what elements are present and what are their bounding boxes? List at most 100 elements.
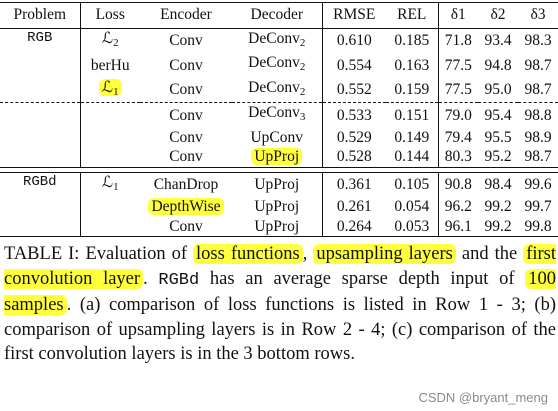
loss-cell	[80, 216, 140, 237]
d2-cell: 95.5	[484, 128, 512, 146]
header-rel: REL	[386, 2, 439, 29]
caption-text: TABLE I: Evaluation of	[4, 244, 194, 264]
d2-cell: 95.0	[484, 81, 512, 98]
problem-cell: RGBd	[0, 171, 81, 197]
problem-cell: RGB	[0, 28, 81, 53]
decoder-cell: DeConv2	[232, 53, 323, 78]
d1-cell: 90.8	[438, 171, 478, 197]
d3-cell: 99.7	[524, 198, 552, 215]
caption-text: .	[143, 268, 159, 289]
encoder-cell: Conv	[140, 102, 232, 128]
caption-text: and the	[455, 244, 524, 264]
decoder-cell: UpProj	[232, 147, 323, 168]
d1-cell: 77.5	[444, 56, 472, 74]
encoder-cell: ChanDrop	[140, 171, 232, 197]
d2-cell: 95.4	[478, 102, 518, 128]
results-table: Problem Loss Encoder Decoder RMSE REL δ1…	[0, 2, 558, 237]
encoder-cell: Conv	[169, 56, 203, 74]
encoder-cell: Conv	[140, 147, 232, 168]
header-encoder: Encoder	[140, 2, 232, 29]
d3-cell: 98.7	[524, 56, 552, 74]
table-row: Conv UpConv 0.529 0.149 79.4 95.5 98.9	[0, 127, 558, 147]
d2-cell: 95.2	[478, 147, 518, 168]
header-delta3: δ3	[518, 2, 558, 29]
header-decoder: Decoder	[232, 2, 323, 29]
table-caption: TABLE I: Evaluation of loss functions, u…	[4, 242, 557, 367]
d1-cell: 96.1	[438, 216, 478, 237]
rmse-cell: 0.552	[336, 81, 372, 98]
decoder-cell: UpProj	[232, 171, 323, 197]
problem-cell	[0, 127, 81, 147]
table-row: Conv UpProj 0.528 0.144 80.3 95.2 98.7	[0, 147, 558, 168]
d2-cell: 99.2	[484, 198, 512, 215]
encoder-cell: Conv	[169, 32, 203, 49]
problem-cell	[0, 197, 81, 217]
decoder-cell: DeConv2	[232, 28, 323, 53]
header-delta2: δ2	[478, 2, 518, 29]
loss-cell	[80, 102, 140, 128]
table-header-row: Problem Loss Encoder Decoder RMSE REL δ1…	[0, 2, 558, 29]
rel-cell: 0.149	[386, 127, 439, 147]
rmse-cell: 0.261	[336, 198, 372, 215]
d3-cell: 99.8	[518, 216, 558, 237]
caption-rgbd: RGBd	[158, 270, 200, 290]
problem-cell	[0, 216, 81, 237]
rmse-cell: 0.264	[322, 216, 386, 237]
header-rmse: RMSE	[322, 2, 386, 29]
decoder-cell: UpProj	[232, 216, 323, 237]
d3-cell: 98.8	[518, 102, 558, 128]
table-row: RGBd ℒ1 ChanDrop UpProj 0.361 0.105 90.8 98.4 99…	[0, 171, 558, 197]
table-row: RGB ℒ2 Conv DeConv2 0.610 0.185 71.8 93.4 98.3	[0, 28, 558, 53]
caption-highlight-loss: loss functions	[193, 244, 303, 264]
d2-cell: 93.4	[484, 32, 512, 49]
rel-cell: 0.185	[386, 28, 439, 53]
loss-cell	[80, 147, 140, 168]
problem-cell	[0, 77, 81, 103]
rel-cell: 0.054	[386, 197, 439, 217]
rmse-cell: 0.361	[322, 171, 386, 197]
rmse-cell: 0.529	[336, 128, 372, 146]
encoder-cell: DepthWise	[140, 197, 232, 217]
d3-cell: 98.9	[524, 128, 552, 146]
loss-cell: ℒ1	[80, 171, 140, 197]
d3-cell: 98.7	[518, 147, 558, 168]
encoder-cell: Conv	[169, 128, 203, 146]
d3-cell: 99.6	[518, 171, 558, 197]
rmse-cell: 0.554	[336, 56, 372, 74]
caption-highlight-upsampling: upsampling layers	[313, 244, 456, 264]
watermark: CSDN @bryant_meng	[418, 390, 548, 405]
rel-cell: 0.163	[386, 53, 439, 78]
caption-text: has an average sparse depth input of	[199, 268, 526, 289]
rel-cell: 0.151	[386, 102, 439, 128]
d1-cell: 79.4	[444, 128, 472, 146]
table-row: DepthWise UpProj 0.261 0.054 96.2 99.2 99.7	[0, 197, 558, 217]
decoder-cell: UpConv	[232, 127, 323, 147]
rmse-cell: 0.533	[322, 102, 386, 128]
header-problem: Problem	[0, 2, 81, 29]
table-row: Conv UpProj 0.264 0.053 96.1 99.2 99.8	[0, 216, 558, 237]
loss-cell	[80, 197, 140, 217]
header-loss: Loss	[80, 2, 140, 29]
header-delta1: δ1	[438, 2, 478, 29]
caption-text: ,	[302, 244, 314, 264]
encoder-cell: Conv	[140, 216, 232, 237]
d1-cell: 77.5	[444, 81, 472, 98]
encoder-cell: Conv	[169, 81, 203, 98]
decoder-cell: DeConv3	[232, 102, 323, 128]
problem-cell	[0, 147, 81, 168]
d1-cell: 79.0	[438, 102, 478, 128]
d3-cell: 98.7	[524, 81, 552, 98]
d1-cell: 80.3	[438, 147, 478, 168]
decoder-cell: UpProj	[232, 197, 323, 217]
table-row: berHu Conv DeConv2 0.554 0.163 77.5 94.8 98.7	[0, 53, 558, 78]
rel-cell: 0.053	[386, 216, 439, 237]
d1-cell: 71.8	[444, 32, 472, 49]
d2-cell: 94.8	[484, 56, 512, 74]
rmse-cell: 0.528	[322, 147, 386, 168]
loss-cell: ℒ1	[80, 78, 140, 103]
rel-cell: 0.105	[386, 171, 439, 197]
loss-cell: ℒ2	[101, 29, 119, 49]
rel-cell: 0.159	[386, 77, 439, 103]
d2-cell: 98.4	[478, 171, 518, 197]
table-body: RGB ℒ2 Conv DeConv2 0.610 0.185 71.8 93.4 98.3 be…	[0, 28, 558, 237]
